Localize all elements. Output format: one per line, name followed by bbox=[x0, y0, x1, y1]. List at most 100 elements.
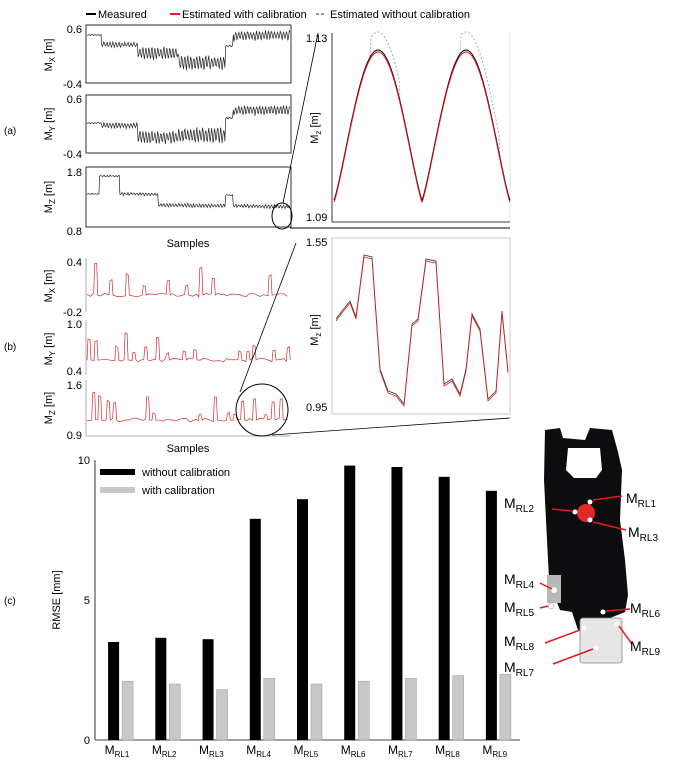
panel-b-plot-mx-ymin: -0.2 bbox=[63, 307, 82, 319]
panel-c-tag: (c) bbox=[4, 596, 16, 607]
panel-a-plot-my: 0.6 -0.4 MY [m] bbox=[43, 94, 292, 161]
panel-a-plot-mz-signal bbox=[86, 174, 291, 210]
bar-without-calibration-rl7 bbox=[391, 467, 403, 740]
panel-a-zoom-ylabel: Mz [m] bbox=[309, 112, 323, 144]
bar-xtick-label-rl9: MRL9 bbox=[482, 743, 507, 759]
panel-a-zoom-line-top bbox=[282, 32, 319, 204]
bar-with-calibration-rl3 bbox=[216, 689, 228, 741]
leader-rl2 bbox=[551, 508, 573, 512]
leader-rl1 bbox=[592, 495, 623, 501]
bar-xtick-label-rl5: MRL5 bbox=[294, 743, 319, 759]
marker-label-rl8: MRL8 bbox=[504, 633, 534, 653]
bar-ytick-label: 5 bbox=[84, 595, 90, 607]
bar-without-calibration-rl6 bbox=[344, 465, 356, 740]
panel-a-plot-my-frame bbox=[85, 94, 292, 154]
robot-hand-photo: MRL2 MRL1 MRL3 MRL4 MRL5 MRL6 MRL8 MRL9 … bbox=[504, 428, 660, 679]
bar-with-calibration-rl7 bbox=[405, 678, 417, 741]
marker-dot-rl3 bbox=[587, 517, 593, 523]
marker-label-rl2: MRL2 bbox=[504, 495, 534, 515]
bar-with-calibration-rl1 bbox=[121, 680, 134, 741]
panel-a-plot-mx-ylabel: MX [m] bbox=[43, 39, 57, 72]
bar-with-calibration-rl4 bbox=[263, 678, 276, 741]
panel-a-zoom-measured bbox=[333, 49, 511, 202]
panel-b-plot-my-signal bbox=[86, 332, 291, 363]
bar-xtick-label-rl1: MRL1 bbox=[105, 743, 130, 759]
panel-b-tag: (b) bbox=[4, 342, 16, 353]
panel-b-zoom-ylabel: Mz [m] bbox=[309, 314, 323, 346]
bar-ytick-label: 0 bbox=[84, 735, 90, 747]
bar-without-calibration-rl3 bbox=[202, 639, 214, 740]
bar-xtick-label-rl2: MRL2 bbox=[152, 743, 177, 759]
leader-rl7 bbox=[552, 648, 594, 665]
panel-b-plot-mz-ymin: 0.9 bbox=[67, 430, 82, 442]
panel-b-plot-mz-ylabel: MZ [m] bbox=[43, 392, 57, 424]
panel-b-plot-my: 1.0 0.4 MY [m] bbox=[43, 319, 291, 378]
bar-without-calibration-rl4 bbox=[249, 518, 261, 740]
panel-a-zoom-ymin: 1.09 bbox=[306, 212, 327, 224]
panel-a-zoom-without-calibration bbox=[333, 31, 511, 202]
bar-without-calibration-rl1 bbox=[108, 642, 120, 740]
panel-b-plot-mz-ymax: 1.6 bbox=[67, 380, 82, 392]
leader-rl4 bbox=[539, 582, 553, 590]
legend-with-calibration-label: Estimated with calibration bbox=[182, 9, 307, 21]
bar-xtick-label-rl7: MRL7 bbox=[388, 743, 413, 759]
marker-dot-rl2 bbox=[572, 509, 578, 515]
bar-xtick-label-rl4: MRL4 bbox=[246, 743, 271, 759]
leader-rl8 bbox=[544, 629, 581, 644]
bar-without-calibration-rl2 bbox=[155, 637, 167, 740]
marker-label-rl1: MRL1 bbox=[626, 490, 656, 510]
bar-with-calibration-rl9 bbox=[499, 673, 512, 741]
panel-b-zoom-plot: 1.55 0.95 Mz [m] bbox=[306, 237, 511, 415]
bar-without-calibration-rl8 bbox=[438, 476, 450, 740]
panel-a-plot-mx-frame bbox=[85, 24, 292, 84]
bar-xtick-label-rl6: MRL6 bbox=[341, 743, 366, 759]
robot-arm-white-block bbox=[579, 617, 623, 664]
panel-a-xlabel: Samples bbox=[167, 238, 210, 250]
bar-without-calibration-rl5 bbox=[297, 499, 308, 740]
panel-b-plot-my-ymax: 1.0 bbox=[67, 319, 82, 331]
robot-arm-red-marker bbox=[577, 504, 595, 522]
marker-label-rl7: MRL7 bbox=[504, 659, 534, 679]
panel-b-plot-mz: 1.6 0.9 MZ [m] bbox=[43, 380, 291, 442]
marker-label-rl6: MRL6 bbox=[630, 600, 660, 620]
panel-b-zoom-frame bbox=[331, 237, 511, 415]
panel-b-zoom-ymin: 0.95 bbox=[306, 402, 327, 414]
panel-b-xlabel: Samples bbox=[167, 443, 210, 455]
panel-b-plot-mx-signal bbox=[86, 262, 288, 298]
panel-b-zoom-ymax: 1.55 bbox=[306, 237, 327, 249]
bar-with-calibration-rl2 bbox=[169, 683, 181, 741]
robot-arm-gripper-cutout bbox=[566, 448, 602, 478]
bar-xtick-label-rl8: MRL8 bbox=[435, 743, 460, 759]
marker-dot-rl6 bbox=[600, 609, 606, 615]
panel-b-zoom-measured bbox=[335, 254, 509, 406]
bar-without-calibration-rl9 bbox=[485, 490, 497, 740]
leader-rl6 bbox=[605, 608, 631, 612]
leader-rl3 bbox=[592, 521, 627, 531]
panel-a-zoom-circle bbox=[271, 202, 293, 230]
panel-b-plot-mx-ymax: 0.4 bbox=[67, 257, 82, 269]
bar-legend-without-label: without calibration bbox=[141, 467, 230, 479]
panel-b-zoom-line-top bbox=[239, 242, 297, 393]
bar-legend-with-label: with calibration bbox=[141, 485, 215, 497]
panel-a-tag: (a) bbox=[4, 126, 16, 137]
marker-dot-rl5 bbox=[547, 602, 555, 610]
panel-b-plot-mz-signal bbox=[86, 391, 288, 423]
bar-with-calibration-rl5 bbox=[310, 683, 323, 741]
marker-label-rl3: MRL3 bbox=[628, 524, 658, 544]
panel-b-plot-my-ylabel: MY [m] bbox=[43, 333, 57, 366]
panel-a-zoom-ymax: 1.13 bbox=[306, 33, 327, 45]
leader-rl9 bbox=[618, 625, 633, 645]
panel-a-plot-mz-ymin: 0.8 bbox=[67, 226, 82, 238]
legend-without-calibration-label: Estimated without calibration bbox=[330, 9, 470, 21]
bar-with-calibration-rl6 bbox=[357, 680, 370, 741]
bar-chart-ylabel: RMSE [mm] bbox=[51, 570, 63, 629]
panel-b-plot-mx: 0.4 -0.2 MX [m] bbox=[43, 257, 288, 319]
bar-xtick-label-rl3: MRL3 bbox=[199, 743, 224, 759]
bar-chart-legend: without calibration with calibration bbox=[100, 467, 230, 497]
panel-a-plot-mz-frame bbox=[85, 166, 292, 228]
panel-a-plot-my-signal bbox=[86, 104, 291, 145]
panel-b-plot-mx-ylabel: MX [m] bbox=[43, 270, 57, 303]
panel-a-plot-my-ymax: 0.6 bbox=[67, 94, 82, 106]
